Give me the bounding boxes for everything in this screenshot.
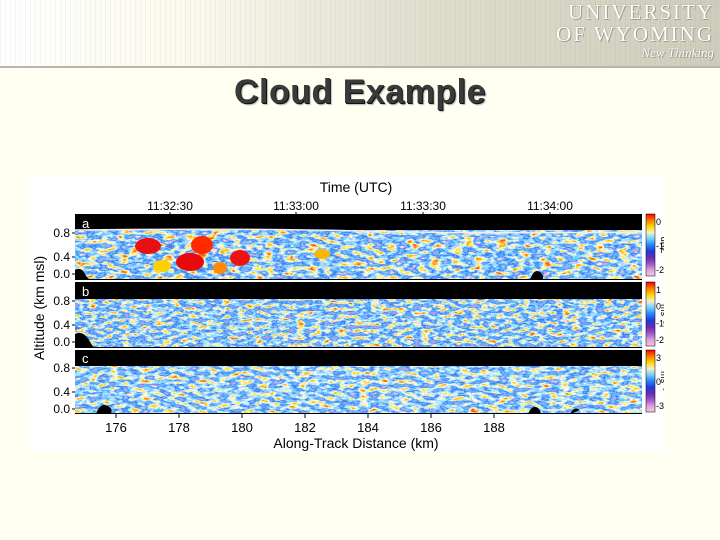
time-tick-label: 11:33:00: [273, 199, 319, 213]
colorbar-tick-label: -1: [656, 318, 664, 328]
colorbar-tick-label: -10: [656, 241, 664, 251]
panel-a-letter: a: [82, 216, 90, 231]
colorbar-tick-label: -20: [656, 265, 664, 275]
time-axis-ticks: 11:32:30 11:33:00 11:33:30 11:34:00: [147, 199, 573, 216]
colorbar-unit-label: ms⁻¹: [659, 304, 664, 324]
logo-line-1: UNIVERSITY: [568, 0, 714, 24]
colorbar-tick-label: -2: [656, 335, 664, 345]
altitude-tick-label: 0.0: [53, 335, 70, 349]
time-tick-label: 11:32:30: [147, 199, 193, 213]
time-tick-label: 11:34:00: [527, 199, 573, 213]
altitude-tick-label: 0.0: [53, 267, 70, 281]
panel-a-letter-box: [81, 218, 90, 229]
colorbar-tick-label: 1: [656, 285, 661, 295]
time-axis-label: Time (UTC): [320, 179, 393, 195]
time-tick-label: 11:33:30: [400, 199, 446, 213]
distance-tick-label: 182: [294, 420, 316, 435]
panel-b: b: [75, 282, 642, 348]
panel-c: c: [75, 350, 642, 414]
logo-line-2: OF WYOMING: [556, 22, 714, 46]
slide-title: Cloud Example: [233, 73, 487, 111]
panel-a-reflectivity-field: [75, 230, 642, 279]
radar-figure: Time (UTC) 11:32:30 11:33:00 11:33:30 11:34…: [30, 176, 664, 452]
distance-tick-label: 180: [231, 420, 253, 435]
colorbars: 0 -10 -20 dBZ 1 0 -1 -2 ms⁻¹ 3 0 -3 ms⁻¹: [645, 213, 664, 413]
radar-figure-canvas: Time (UTC) 11:32:30 11:33:00 11:33:30 11:34…: [31, 179, 664, 451]
panel-a: a: [74, 214, 643, 280]
colorbar-tick-label: 0: [656, 377, 661, 387]
panel-a-cloud-top: [74, 228, 643, 234]
colorbar-tick-label: 3: [656, 353, 661, 363]
header-band: [0, 0, 720, 66]
colorbar-tick-label: 0: [656, 302, 661, 312]
colorbar-tick-label: 0: [656, 217, 661, 227]
altitude-tick-label: 0.8: [53, 294, 70, 308]
university-logo: UNIVERSITY OF WYOMING New Thinking: [556, 2, 714, 61]
distance-axis-ticks: 176 178 180 182 184 186 188: [105, 414, 505, 435]
panel-b-velocity-field: [75, 299, 642, 347]
colorbar-unit-label: dBZ: [659, 237, 664, 254]
altitude-tick-label: 0.0: [53, 402, 70, 416]
colorbar-unit-label: ms⁻¹: [659, 371, 664, 391]
colorbar-c: [645, 349, 656, 413]
colorbar-tick-label: -3: [656, 401, 664, 411]
header-rule: [0, 66, 720, 68]
logo-tagline: New Thinking: [641, 45, 714, 60]
altitude-axis-label: Altitude (km msl): [31, 256, 47, 360]
distance-tick-label: 178: [168, 420, 190, 435]
colorbar-b: [645, 281, 656, 347]
distance-tick-label: 184: [357, 420, 379, 435]
distance-tick-label: 188: [483, 420, 505, 435]
panel-c-velocity-field: [75, 366, 642, 413]
panel-a-red-cores: [135, 236, 330, 274]
terrain-masks: [75, 268, 580, 414]
distance-tick-label: 186: [420, 420, 442, 435]
altitude-tick-label: 0.4: [53, 250, 70, 264]
altitude-tick-label: 0.4: [53, 385, 70, 399]
distance-axis-label: Along-Track Distance (km): [273, 435, 438, 451]
panel-b-letter: b: [82, 284, 89, 299]
altitude-tick-label: 0.8: [53, 361, 70, 375]
altitude-tick-label: 0.4: [53, 318, 70, 332]
panel-c-letter: c: [82, 351, 89, 366]
distance-tick-label: 176: [105, 420, 127, 435]
altitude-ticks: 0.8 0.4 0.0 0.8 0.4 0.0 0.8 0.4 0.0: [53, 226, 75, 416]
altitude-tick-label: 0.8: [53, 226, 70, 240]
colorbar-a: [645, 213, 656, 277]
